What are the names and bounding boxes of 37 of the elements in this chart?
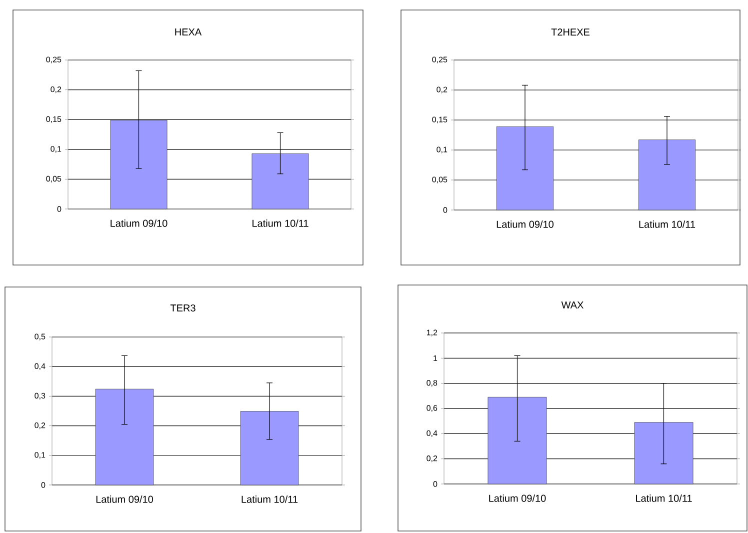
y-tick-label: 0 bbox=[41, 482, 46, 488]
y-tick-label: 0,4 bbox=[34, 363, 46, 370]
y-tick-label: 0 bbox=[57, 206, 62, 212]
x-tick-label: Latium 09/10 bbox=[496, 220, 554, 228]
y-tick-label: 0,05 bbox=[46, 176, 62, 182]
x-tick-label: Latium 10/11 bbox=[636, 494, 692, 502]
y-tick-label: 0 bbox=[433, 481, 438, 487]
y-tick-label: 0,2 bbox=[50, 86, 62, 94]
chart-title: TER3 bbox=[170, 304, 196, 312]
chart-title: HEXA bbox=[175, 28, 202, 36]
x-tick-label: Latium 10/11 bbox=[639, 220, 696, 228]
y-tick-label: 0,1 bbox=[436, 146, 448, 154]
y-tick-label: 0,15 bbox=[432, 116, 448, 124]
y-tick-label: 0,3 bbox=[34, 392, 46, 400]
x-tick-label: Latium 09/10 bbox=[489, 494, 546, 502]
y-tick-label: 0,15 bbox=[46, 116, 62, 123]
y-tick-label: 0,05 bbox=[432, 176, 448, 184]
x-tick-label: Latium 10/11 bbox=[252, 220, 308, 227]
y-tick-label: 1,2 bbox=[426, 330, 438, 336]
y-tick-label: 0,2 bbox=[34, 422, 46, 430]
y-tick-label: 0 bbox=[443, 207, 448, 213]
y-tick-label: 0,1 bbox=[50, 146, 62, 153]
y-tick-label: 1 bbox=[434, 355, 438, 361]
y-tick-label: 0,4 bbox=[426, 430, 438, 437]
y-tick-label: 0,2 bbox=[426, 456, 438, 462]
x-tick-label: Latium 10/11 bbox=[242, 496, 298, 503]
y-tick-label: 0,2 bbox=[436, 86, 448, 94]
y-tick-label: 0,25 bbox=[46, 56, 62, 64]
y-tick-label: 0,1 bbox=[34, 452, 46, 459]
y-tick-label: 0,6 bbox=[426, 405, 438, 412]
y-tick-label: 0,25 bbox=[432, 56, 448, 64]
chart-title: T2HEXE bbox=[551, 28, 590, 36]
y-tick-label: 0,8 bbox=[426, 380, 438, 387]
y-tick-label: 0,5 bbox=[34, 334, 46, 340]
x-tick-label: Latium 09/10 bbox=[96, 496, 154, 503]
chart-title: WAX bbox=[561, 302, 584, 308]
x-tick-label: Latium 09/10 bbox=[110, 220, 168, 227]
